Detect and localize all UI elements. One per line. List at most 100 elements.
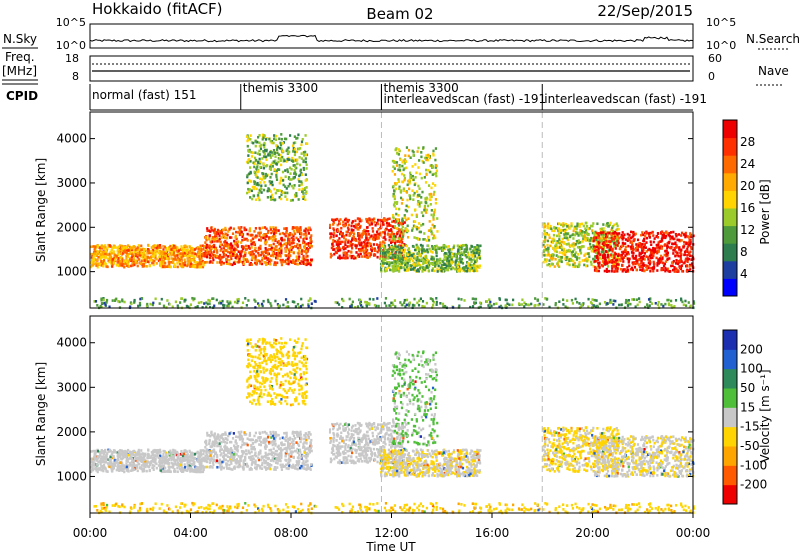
power-echo [150, 249, 153, 253]
power-echo [194, 264, 197, 268]
power-echo [263, 226, 267, 229]
power-echo [285, 229, 288, 233]
power-echo [690, 262, 694, 266]
power-echo [422, 256, 425, 260]
power-echo [432, 215, 435, 219]
power-echo [270, 246, 273, 250]
power-echo [464, 254, 467, 257]
power-echo [111, 263, 114, 266]
power-echo [627, 260, 630, 264]
power-echo [492, 302, 496, 306]
power-echo [613, 256, 616, 260]
power-echo [274, 138, 278, 142]
power-echo [307, 303, 310, 306]
power-echo [398, 221, 401, 224]
power-echo [579, 245, 582, 249]
power-echo [386, 262, 389, 266]
power-echo [251, 255, 254, 259]
power-echo [288, 178, 292, 181]
power-echo [639, 268, 642, 272]
power-echo [284, 250, 287, 253]
power-echo [348, 244, 351, 248]
power-echo [226, 250, 230, 254]
power-echo [204, 261, 207, 264]
power-echo [264, 238, 267, 242]
power-echo [195, 261, 198, 265]
power-echo [669, 237, 672, 241]
power-echo [605, 224, 608, 227]
power-echo [391, 239, 394, 243]
power-echo [679, 251, 682, 255]
power-echo [253, 230, 256, 233]
power-echo [399, 266, 402, 269]
power-echo [427, 153, 430, 157]
power-echo [562, 222, 565, 225]
power-echo [448, 250, 451, 254]
power-echo [477, 256, 480, 259]
power-echo [617, 227, 620, 231]
power-echo [153, 254, 156, 257]
power-echo [100, 298, 103, 302]
power-echo [164, 255, 168, 258]
power-echo [208, 245, 212, 248]
power-echo [301, 257, 304, 260]
power-echo [456, 244, 459, 248]
power-echo [606, 231, 609, 235]
power-echo [565, 232, 568, 235]
power-echo [162, 260, 166, 263]
power-echo [245, 260, 248, 263]
power-echo [668, 235, 672, 238]
power-echo [176, 265, 179, 269]
power-echo [397, 228, 401, 231]
power-echo [100, 259, 103, 263]
power-echo [301, 195, 304, 199]
power-echo [254, 151, 257, 155]
power-echo [329, 236, 332, 240]
power-echo [425, 239, 428, 242]
power-echo [395, 182, 399, 185]
power-echo [109, 253, 112, 257]
power-echo [593, 247, 596, 251]
power-echo [252, 187, 255, 191]
power-echo [418, 238, 421, 241]
power-echo [435, 300, 438, 304]
power-echo [198, 249, 202, 253]
power-echo [262, 166, 266, 170]
power-echo [176, 262, 179, 265]
power-echo [230, 246, 233, 249]
power-echo [672, 230, 675, 234]
power-echo [371, 247, 374, 251]
power-echo [429, 192, 433, 196]
power-echo [172, 246, 175, 250]
power-echo [402, 249, 405, 252]
power-echo [388, 229, 391, 232]
power-echo [469, 257, 472, 261]
power-echo [430, 195, 433, 199]
power-echo [455, 259, 458, 262]
power-echo [662, 234, 666, 237]
power-echo [632, 257, 635, 260]
power-echo [158, 254, 161, 258]
power-echo [280, 137, 283, 141]
power-echo [381, 230, 385, 234]
power-echo [244, 237, 247, 241]
power-echo [300, 182, 303, 185]
power-echo [303, 250, 306, 253]
power-echo [413, 304, 416, 307]
power-echo [255, 187, 258, 191]
power-echo [222, 303, 225, 307]
power-echo [657, 300, 660, 304]
power-echo [423, 237, 426, 241]
power-echo [358, 249, 361, 253]
power-echo [203, 253, 206, 256]
power-echo [583, 263, 586, 267]
power-echo [670, 299, 673, 303]
power-echo [208, 299, 211, 303]
power-echo [461, 266, 464, 270]
power-echo [479, 305, 482, 309]
power-echo [100, 250, 103, 254]
power-echo [290, 236, 293, 240]
power-echo [560, 258, 563, 261]
power-echo [117, 245, 120, 249]
power-echo [593, 268, 597, 272]
